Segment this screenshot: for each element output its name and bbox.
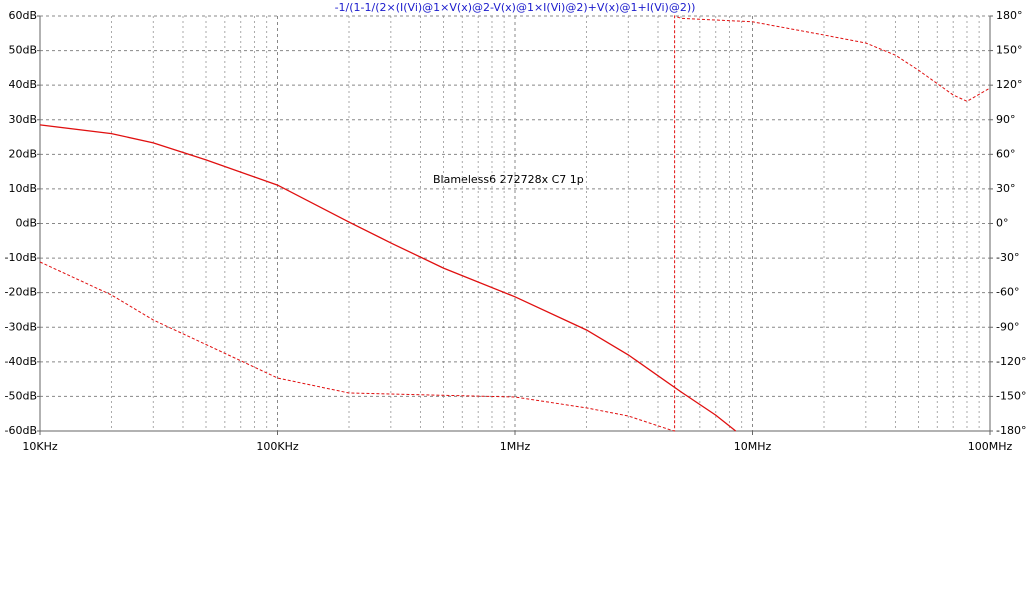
y2-tick-label: 120° xyxy=(996,78,1023,91)
y-tick-label: -60dB xyxy=(5,424,38,437)
y-tick-label: 0dB xyxy=(15,217,37,230)
trace-title: -1/(1-1/(2×(I(Vi)@1×V(x)@2-V(x)@1×I(Vi)@… xyxy=(335,1,696,14)
y-tick-label: 10dB xyxy=(8,182,37,195)
series-line xyxy=(39,124,737,432)
y2-tick-label: -150° xyxy=(996,389,1026,402)
x-tick-label: 100KHz xyxy=(256,440,298,453)
y-tick-label: -10dB xyxy=(5,251,38,264)
y2-tick-label: 60° xyxy=(996,147,1016,160)
y-tick-label: -30dB xyxy=(5,320,38,333)
y2-tick-label: -30° xyxy=(996,251,1019,264)
y2-tick-label: 30° xyxy=(996,182,1016,195)
y2-tick-label: 90° xyxy=(996,113,1016,126)
y-tick-label: -40dB xyxy=(5,355,38,368)
y-tick-label: 60dB xyxy=(8,9,37,22)
y2-tick-label: 180° xyxy=(996,9,1023,22)
y2-tick-label: 0° xyxy=(996,217,1009,230)
y2-tick-label: -120° xyxy=(996,355,1026,368)
y-tick-label: 50dB xyxy=(8,44,37,57)
y-tick-label: 20dB xyxy=(8,147,37,160)
annotation: Blameless6 272728x C7 1p xyxy=(433,173,584,186)
y-tick-label: -50dB xyxy=(5,389,38,402)
y2-tick-label: -90° xyxy=(996,320,1019,333)
x-tick-label: 10MHz xyxy=(734,440,772,453)
series-line xyxy=(39,15,991,432)
x-tick-label: 100MHz xyxy=(968,440,1013,453)
y2-tick-label: 150° xyxy=(996,44,1023,57)
x-tick-label: 10KHz xyxy=(22,440,57,453)
y2-tick-label: -180° xyxy=(996,424,1026,437)
y-tick-label: 40dB xyxy=(8,78,37,91)
y2-tick-label: -60° xyxy=(996,286,1019,299)
y-tick-label: 30dB xyxy=(8,113,37,126)
y-tick-label: -20dB xyxy=(5,286,38,299)
x-tick-label: 1MHz xyxy=(500,440,531,453)
